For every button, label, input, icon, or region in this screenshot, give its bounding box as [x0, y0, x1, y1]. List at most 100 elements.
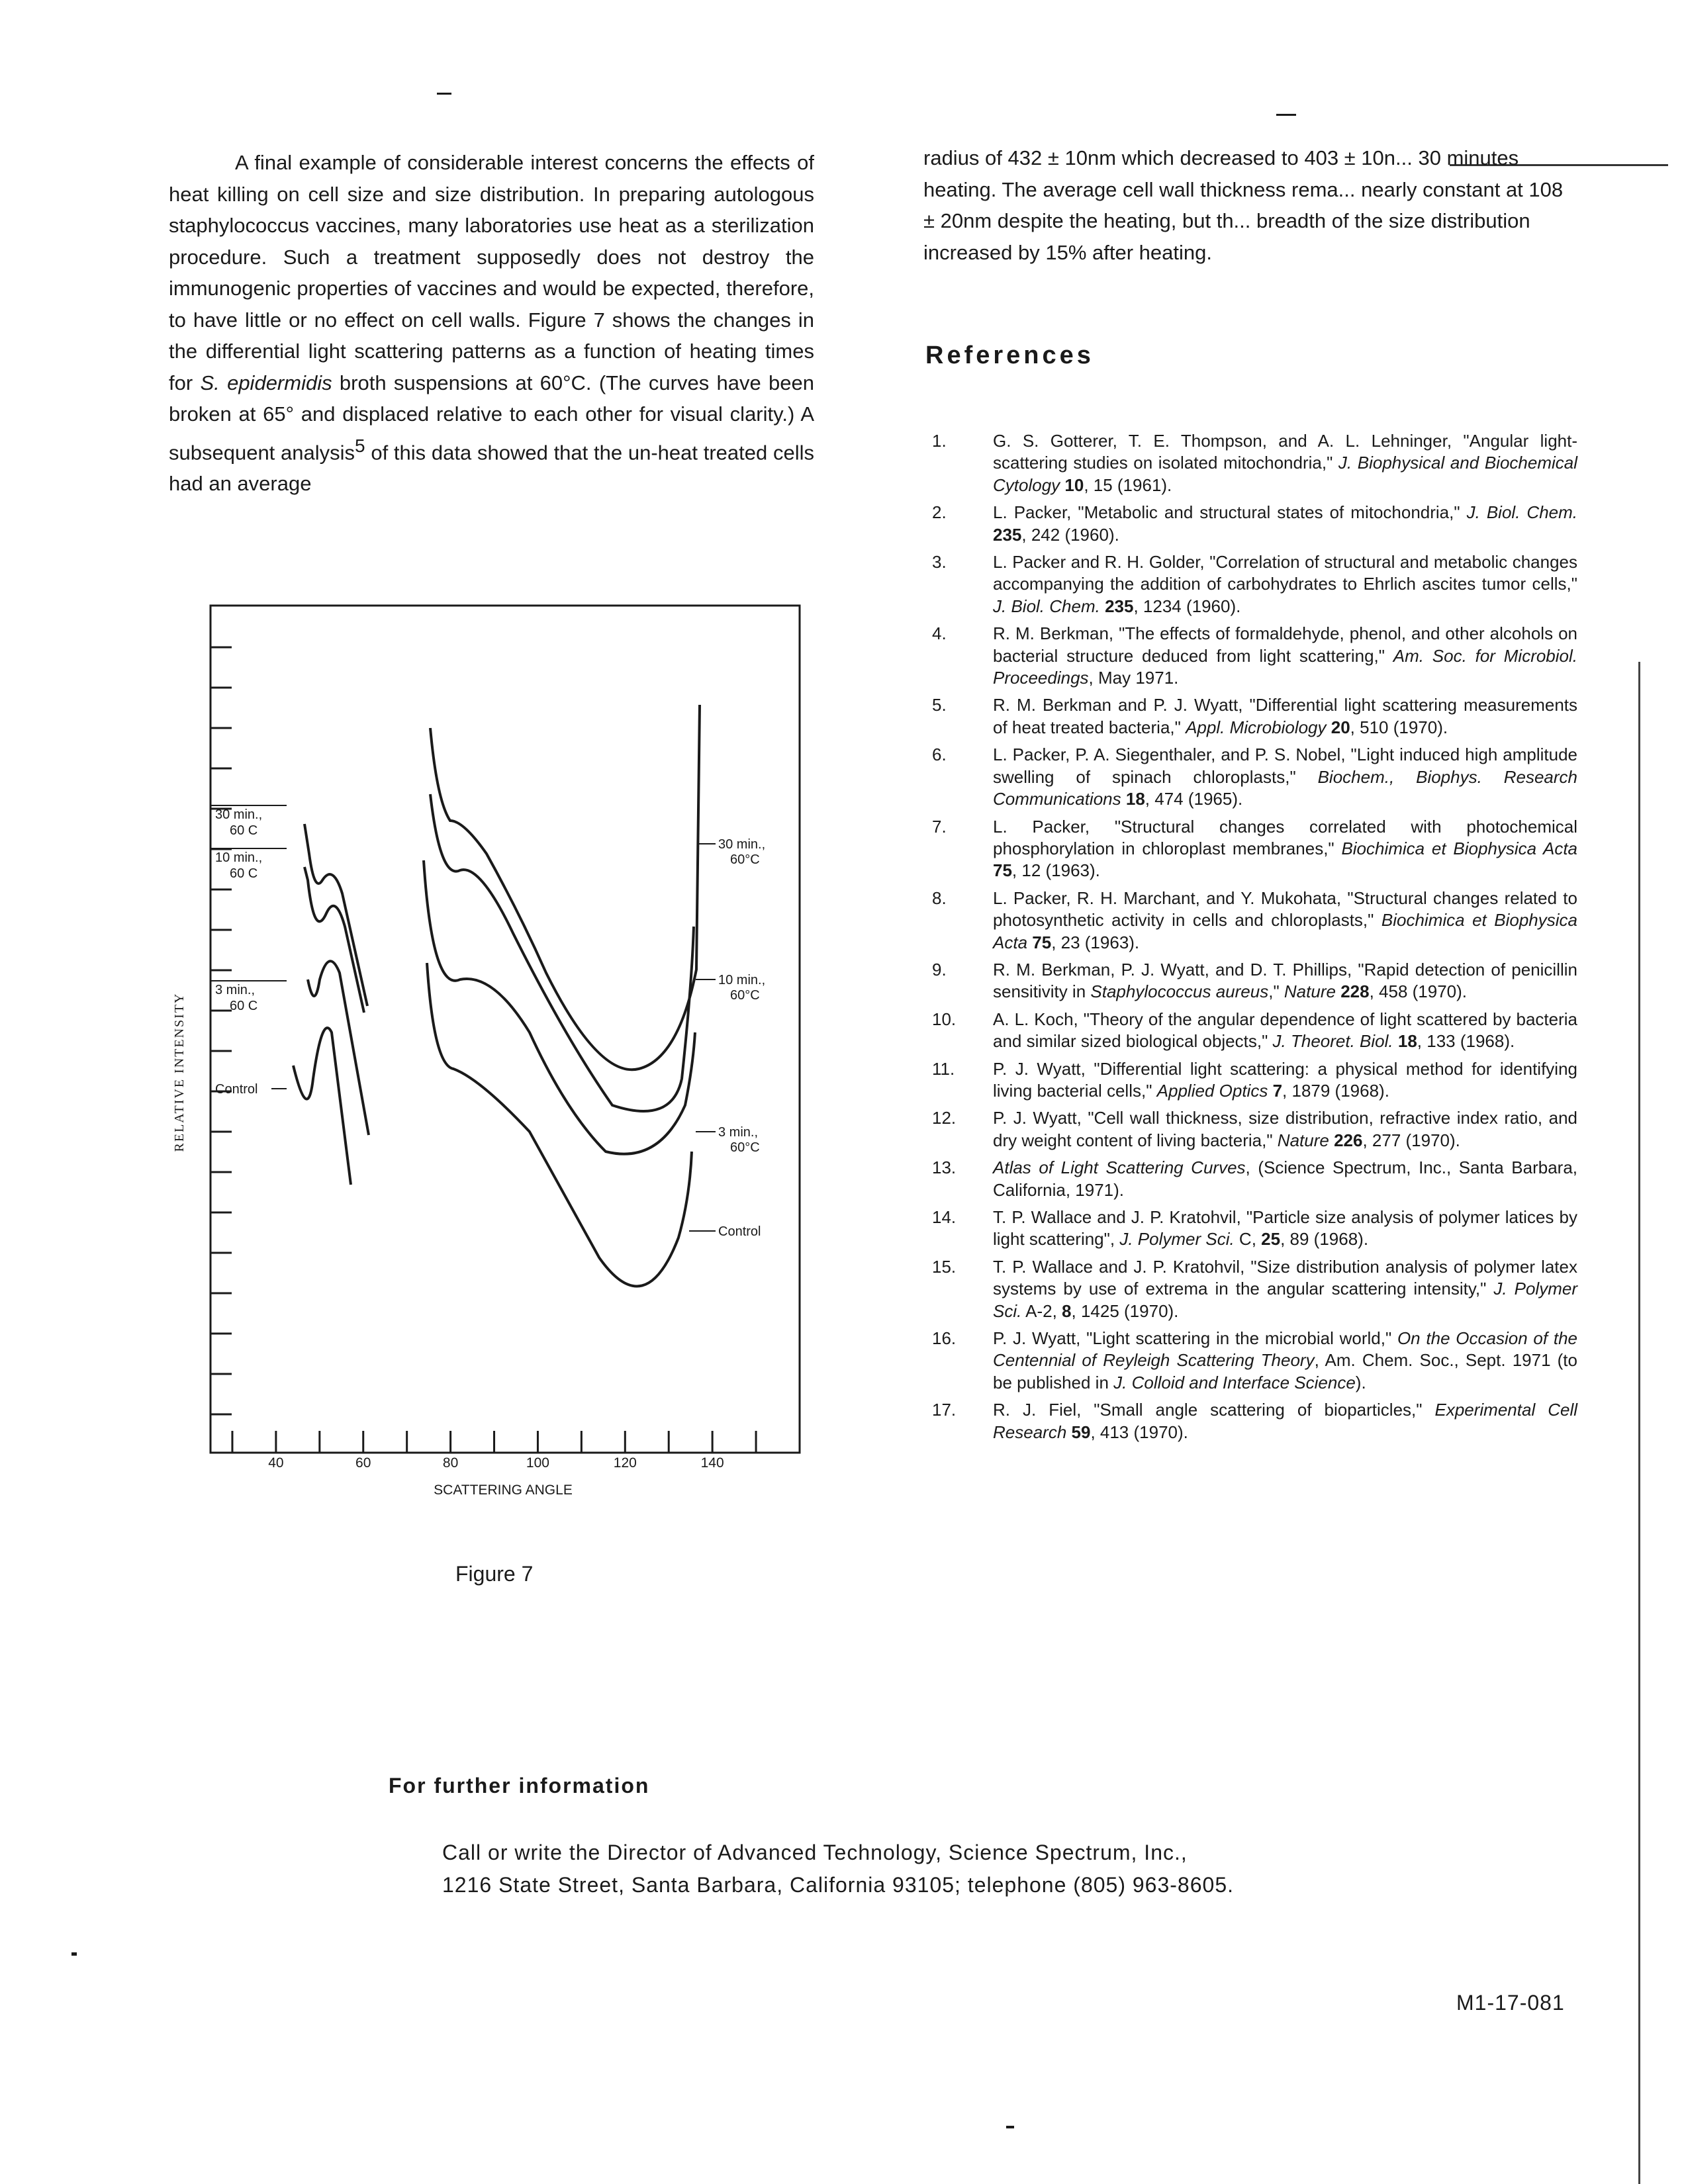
reference-item: 6. L. Packer, P. A. Siegenthaler, and P. … [932, 744, 1577, 810]
citation-superscript: 5 [355, 435, 365, 456]
reference-number: 1. [932, 431, 947, 451]
reference-item: 10. A. L. Koch, "Theory of the angular de… [932, 1009, 1577, 1053]
reference-item: 11. P. J. Wyatt, "Differential light scat… [932, 1058, 1577, 1103]
reference-number: 5. [932, 695, 947, 715]
reference-number: 3. [932, 552, 947, 572]
right-series-label: 30 min., [718, 837, 765, 852]
document-id: M1-17-081 [1456, 1991, 1565, 2015]
x-axis-tick-labels: 40 60 80 100 120 140 [268, 1455, 724, 1471]
body-paragraph-right: radius of 432 ± 10nm which decreased to … [923, 146, 1564, 264]
reference-item: 3. L. Packer and R. H. Golder, "Correlati… [932, 551, 1577, 617]
reference-number: 11. [932, 1058, 955, 1079]
x-tick-label: 40 [268, 1455, 283, 1471]
x-tick-label: 140 [701, 1455, 724, 1471]
further-info-body: Call or write the Director of Advanced T… [442, 1837, 1501, 1901]
reference-text: R. J. Fiel, "Small angle scattering of b… [993, 1400, 1577, 1442]
chart-frame [209, 604, 801, 1454]
figure-caption: Figure 7 [455, 1562, 534, 1586]
reference-item: 1. G. S. Gotterer, T. E. Thompson, and A.… [932, 430, 1577, 496]
reference-number: 10. [932, 1009, 957, 1029]
reference-text: L. Packer, R. H. Marchant, and Y. Mukoha… [993, 887, 1577, 952]
reference-text: G. S. Gotterer, T. E. Thompson, and A. L… [993, 431, 1577, 495]
reference-number: 4. [932, 623, 947, 644]
reference-text: R. M. Berkman, P. J. Wyatt, and D. T. Ph… [993, 959, 1577, 1002]
reference-item: 13. Atlas of Light Scattering Curves, (Sc… [932, 1157, 1577, 1201]
scan-mark-top-right [1276, 114, 1296, 116]
right-series-label-sub: 60°C [730, 1140, 760, 1155]
y-axis-label: RELATIVE INTENSITY [172, 993, 187, 1152]
series-line-left [306, 960, 370, 1136]
further-info-heading: For further information [389, 1774, 650, 1797]
series-line-right [426, 962, 693, 1288]
reference-item: 14. T. P. Wallace and J. P. Kratohvil, "P… [932, 1206, 1577, 1251]
reference-item: 4. R. M. Berkman, "The effects of formald… [932, 623, 1577, 689]
series-line-left [292, 1026, 352, 1185]
reference-text: L. Packer, P. A. Siegenthaler, and P. S.… [993, 745, 1577, 809]
x-tick-label: 100 [526, 1455, 549, 1471]
scan-edge-right [1638, 662, 1640, 2184]
right-series-labels: 30 min.,60°C10 min.,60°C3 min.,60°CContr… [689, 837, 765, 1239]
references-heading: References [925, 341, 1094, 369]
paragraph-text-3: of this data showed that the un-heat tre… [169, 440, 814, 496]
reference-text: P. J. Wyatt, "Cell wall thickness, size … [993, 1108, 1577, 1150]
reference-number: 8. [932, 887, 947, 908]
reference-number: 6. [932, 745, 947, 765]
reference-number: 12. [932, 1108, 957, 1128]
scan-mark-bottom-left [71, 1952, 77, 1956]
reference-number: 13. [932, 1158, 957, 1178]
right-series-label-sub: 60°C [730, 988, 760, 1003]
reference-text: Atlas of Light Scattering Curves, (Scien… [993, 1158, 1577, 1200]
scan-mark-bottom [1006, 2126, 1014, 2128]
x-tick-label: 60 [355, 1455, 371, 1471]
references-list: 1. G. S. Gotterer, T. E. Thompson, and A.… [932, 430, 1577, 1449]
y-axis-ticks [210, 646, 232, 1416]
reference-item: 16. P. J. Wyatt, "Light scattering in the… [932, 1328, 1577, 1394]
scan-mark-top [437, 93, 451, 95]
reference-number: 14. [932, 1207, 957, 1227]
reference-text: P. J. Wyatt, "Differential light scatter… [993, 1058, 1577, 1101]
left-series-label: 10 min., [215, 850, 262, 865]
body-paragraph-left: A final example of considerable interest… [169, 147, 814, 500]
right-series-label: 10 min., [718, 973, 765, 987]
reference-item: 17. R. J. Fiel, "Small angle scattering o… [932, 1399, 1577, 1443]
left-series-label-sub: 60 C [230, 823, 257, 838]
chart-curves [292, 704, 701, 1288]
reference-text: A. L. Koch, "Theory of the angular depen… [993, 1009, 1577, 1052]
reference-number: 17. [932, 1400, 957, 1420]
x-axis-ticks [231, 1431, 757, 1453]
reference-text: T. P. Wallace and J. P. Kratohvil, "Part… [993, 1207, 1577, 1250]
reference-item: 15. T. P. Wallace and J. P. Kratohvil, "S… [932, 1256, 1577, 1322]
series-line-right [429, 794, 695, 1113]
reference-item: 8. L. Packer, R. H. Marchant, and Y. Muko… [932, 887, 1577, 954]
reference-item: 12. P. J. Wyatt, "Cell wall thickness, si… [932, 1107, 1577, 1152]
reference-number: 16. [932, 1328, 957, 1349]
left-series-labels: 30 min.,60 C10 min.,60 C3 min.,60 CContr… [210, 805, 287, 1097]
reference-number: 9. [932, 959, 947, 979]
reference-number: 2. [932, 502, 947, 523]
reference-text: R. M. Berkman and P. J. Wyatt, "Differen… [993, 695, 1577, 737]
reference-item: 7. L. Packer, "Structural changes correla… [932, 816, 1577, 882]
right-series-label: Control [718, 1224, 761, 1239]
figure-7: 40 60 80 100 120 140 SCATTERING ANGLE RELATIV… [169, 602, 814, 1498]
reference-text: P. J. Wyatt, "Light scattering in the mi… [993, 1328, 1577, 1392]
left-series-label-sub: 60 C [230, 999, 257, 1013]
contact-line-1: Call or write the Director of Advanced T… [442, 1841, 1188, 1864]
x-tick-label: 120 [614, 1455, 637, 1471]
right-series-label: 3 min., [718, 1125, 758, 1140]
reference-text: L. Packer, "Metabolic and structural sta… [993, 502, 1578, 545]
paragraph-text-2: broth suspensions at 60°C. (The curves h… [169, 371, 814, 464]
left-series-label: 30 min., [215, 807, 262, 822]
series-line-left [303, 823, 369, 1007]
reference-text: L. Packer, "Structural changes correlate… [993, 816, 1577, 881]
reference-text: T. P. Wallace and J. P. Kratohvil, "Size… [993, 1256, 1577, 1321]
right-series-label-sub: 60°C [730, 852, 760, 867]
scan-rule-right [1450, 164, 1668, 166]
x-tick-label: 80 [443, 1455, 458, 1471]
reference-item: 5. R. M. Berkman and P. J. Wyatt, "Differ… [932, 694, 1577, 739]
reference-text: L. Packer and R. H. Golder, "Correlation… [993, 552, 1577, 616]
series-line-left [303, 866, 365, 1013]
reference-number: 15. [932, 1256, 957, 1277]
reference-text: R. M. Berkman, "The effects of formaldeh… [993, 623, 1578, 688]
reference-number: 7. [932, 816, 947, 837]
left-series-label-sub: 60 C [230, 866, 257, 881]
